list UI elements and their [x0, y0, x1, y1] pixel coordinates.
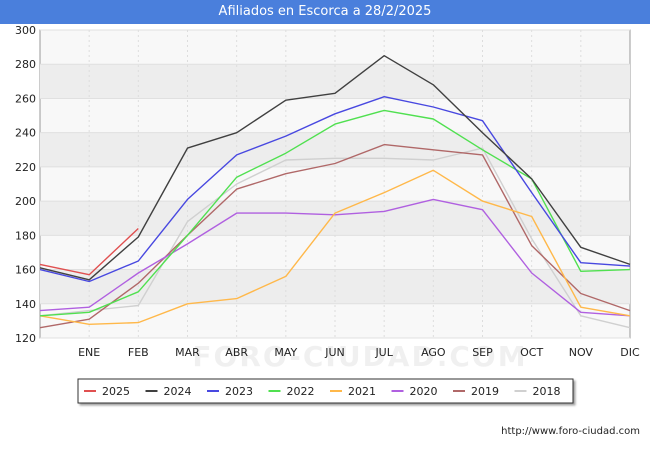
- footer-url[interactable]: http://www.foro-ciudad.com: [501, 426, 640, 437]
- series-line-2023: [39, 96, 631, 283]
- watermark: FORO-CIUDAD.COM: [192, 340, 527, 373]
- x-tick-label: NOV: [569, 346, 594, 359]
- legend-box: [77, 378, 574, 404]
- series-line-2021: [39, 169, 631, 325]
- x-tick-label: DIC: [620, 346, 640, 359]
- x-tick-label: OCT: [520, 346, 543, 359]
- x-tick-label: JUL: [374, 346, 393, 359]
- legend-label-2018: 2018: [533, 385, 561, 398]
- series-line-2024: [39, 55, 631, 281]
- series-line-2019: [39, 143, 631, 329]
- series-line-2025: [39, 227, 139, 276]
- legend-label-2020: 2020: [410, 385, 438, 398]
- y-tick-label: 180: [15, 229, 36, 242]
- y-tick-label: 260: [15, 92, 36, 105]
- x-tick-label: MAR: [175, 346, 200, 359]
- x-axis-ticks: ENE FEB MAR ABR MAY JUN JUL AGO SEP OCT NOV DIC: [78, 346, 640, 359]
- y-tick-label: 200: [15, 195, 36, 208]
- grid-lines: [40, 29, 630, 339]
- y-tick-label: 240: [15, 127, 36, 140]
- x-tick-label: ENE: [78, 346, 100, 359]
- y-tick-label: 220: [15, 161, 36, 174]
- x-tick-label: AGO: [421, 346, 446, 359]
- legend-label-2024: 2024: [164, 385, 192, 398]
- legend-label-2021: 2021: [348, 385, 376, 398]
- y-tick-label: 120: [15, 332, 36, 345]
- legend-label-2025: 2025: [102, 385, 130, 398]
- legend-items: 2025 2024 2023 2022 2021 2020 2019 2018: [84, 385, 561, 398]
- series-lines: [39, 55, 631, 329]
- legend-label-2019: 2019: [471, 385, 499, 398]
- chart-title: Afiliados en Escorca a 28/2/2025: [0, 0, 650, 24]
- y-tick-label: 160: [15, 264, 36, 277]
- x-tick-label: ABR: [225, 346, 248, 359]
- legend-label-2022: 2022: [287, 385, 315, 398]
- x-tick-label: FEB: [128, 346, 149, 359]
- y-axis-ticks: 120 140 160 180 200 220 240 260 280 300: [15, 24, 36, 345]
- series-line-2020: [39, 198, 631, 317]
- x-tick-label: JUN: [324, 346, 345, 359]
- y-tick-label: 300: [15, 24, 36, 37]
- x-tick-label: SEP: [472, 346, 493, 359]
- x-tick-label: MAY: [274, 346, 297, 359]
- y-tick-label: 140: [15, 298, 36, 311]
- legend-label-2023: 2023: [225, 385, 253, 398]
- series-line-2018: [39, 147, 631, 329]
- legend: 2025 2024 2023 2022 2021 2020 2019 2018: [77, 378, 574, 404]
- y-tick-label: 280: [15, 58, 36, 71]
